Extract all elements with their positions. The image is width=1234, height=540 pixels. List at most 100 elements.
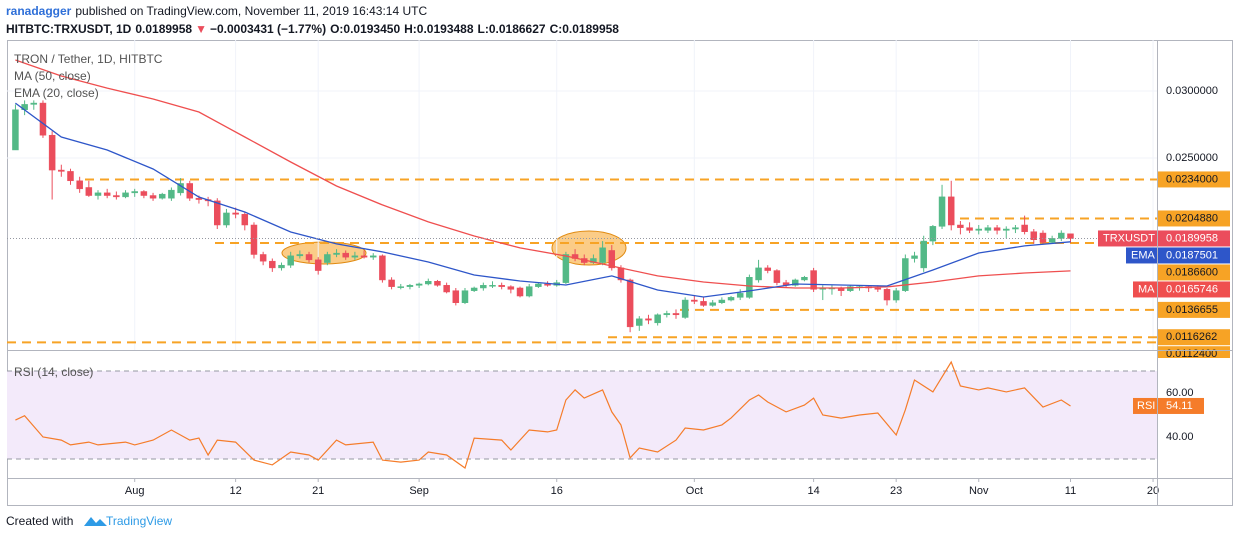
candle-body <box>736 293 744 298</box>
candle-body <box>489 285 496 287</box>
candle-body <box>920 240 927 269</box>
candle-body <box>874 287 882 290</box>
symbol-line: HITBTC:TRXUSDT, 1D 0.0189958 ▼ −0.0003431 (… <box>6 22 619 36</box>
candle-body <box>755 267 762 281</box>
x-tick-label: 11 <box>1065 485 1076 497</box>
price-label: 0.0112400 <box>1166 348 1217 360</box>
candle-body <box>993 227 1001 231</box>
candle-body <box>259 254 267 262</box>
label-bg <box>1158 346 1230 358</box>
label-bg <box>1158 301 1230 318</box>
indicator-line <box>15 102 1071 298</box>
price-label: 0.0204880 <box>1166 212 1218 224</box>
candle-body <box>681 299 689 318</box>
candle-body <box>30 102 38 105</box>
candle-body <box>947 196 955 226</box>
high: H:0.0193488 <box>404 22 474 36</box>
candle-body <box>1030 231 1038 240</box>
candle-body <box>984 227 992 231</box>
published: published on TradingView.com, November 1… <box>75 4 427 18</box>
label-bg <box>1158 281 1230 298</box>
candle-body <box>1012 227 1019 230</box>
series-name-label: MA <box>1138 283 1155 295</box>
candle-body <box>718 299 726 303</box>
candle-body <box>314 259 322 271</box>
candle-body <box>122 192 129 198</box>
price-pane <box>7 40 1157 350</box>
price-label: 0.0187501 <box>1166 249 1218 261</box>
candle-body <box>847 286 854 291</box>
candle-body <box>103 192 111 196</box>
candle-body <box>333 252 340 255</box>
candle-body <box>140 191 148 196</box>
candle-body <box>709 302 716 306</box>
candle-body <box>67 171 74 182</box>
x-tick-label: Nov <box>969 485 989 497</box>
x-tick-label: 14 <box>807 485 819 497</box>
candle-body <box>269 260 276 269</box>
candle-body <box>158 193 166 199</box>
candle-body <box>470 287 478 291</box>
legend-entry: EMA (20, close) <box>14 86 99 100</box>
candle-body <box>773 270 781 283</box>
candle-body <box>691 299 698 302</box>
candle-body <box>434 281 441 286</box>
footer-created: Created with <box>6 514 73 528</box>
label-bg <box>1098 230 1157 247</box>
candle-body <box>801 277 808 281</box>
candle-body <box>195 197 203 200</box>
candle-body <box>883 289 891 301</box>
candle-body <box>626 279 634 328</box>
candle-body <box>443 285 450 293</box>
x-tick-label: 21 <box>312 485 324 497</box>
label-bg <box>1133 281 1157 298</box>
candle-body <box>599 247 606 263</box>
publisher: ranadagger <box>6 4 72 18</box>
candle-body <box>351 255 359 258</box>
candle-body <box>94 192 102 196</box>
candle-body <box>562 254 570 283</box>
candle-body <box>58 169 65 172</box>
series-name-label: EMA <box>1131 249 1156 261</box>
axes: Aug 12 21 Sep 16 Oct 14 23 Nov 11 20 40.00 60.00 RSI 5… <box>125 387 1204 497</box>
label-bg <box>1158 247 1230 264</box>
candle-body <box>516 287 524 297</box>
y-tick-label: 0.0250000 <box>1166 152 1218 164</box>
candle-body <box>764 267 771 271</box>
candle-body <box>12 109 19 151</box>
label-bg <box>1158 210 1230 227</box>
x-tick-label: 23 <box>890 485 902 497</box>
label-bg <box>1158 171 1230 188</box>
price-label: 0.0234000 <box>1166 173 1218 185</box>
candle-body <box>480 285 487 289</box>
candle-body <box>810 270 817 290</box>
x-tick-label: Sep <box>409 485 429 497</box>
x-tick-label: 12 <box>229 485 241 497</box>
change-arrow: ▼ <box>195 22 207 36</box>
candle-body <box>1048 238 1056 243</box>
chart-title: TRON / Tether, 1D, HITBTC <box>14 52 163 66</box>
rsi-value: 54.11 <box>1166 400 1193 412</box>
candle-body <box>1067 233 1074 239</box>
candle-body <box>672 313 680 316</box>
candle-body <box>892 290 900 301</box>
candle-body <box>452 290 460 303</box>
price-label: 0.0165746 <box>1166 283 1218 295</box>
x-tick-label: 20 <box>1147 485 1159 497</box>
candle-body <box>406 285 414 287</box>
y-tick-label: 60.00 <box>1166 387 1194 399</box>
candle-body <box>113 195 120 198</box>
x-tick-label: 16 <box>551 485 563 497</box>
open: O:0.0193450 <box>330 22 400 36</box>
publish-line: ranadagger published on TradingView.com, … <box>6 4 427 18</box>
candle-body <box>223 212 230 226</box>
label-bg <box>1126 247 1157 264</box>
candle-body <box>388 279 395 287</box>
candle-body <box>360 255 368 258</box>
candle-body <box>342 252 349 258</box>
rsi-title: RSI (14, close) <box>14 365 93 379</box>
candle-body <box>131 191 138 194</box>
candle-body <box>369 255 377 258</box>
y-tick-label: 40.00 <box>1166 431 1194 443</box>
